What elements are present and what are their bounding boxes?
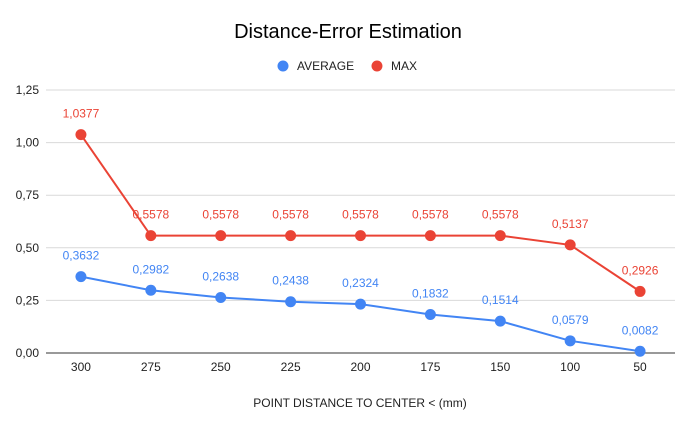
- data-label: 0,2982: [132, 262, 169, 276]
- data-point: [424, 230, 436, 242]
- data-point: [75, 129, 87, 141]
- x-tick-label: 225: [281, 360, 301, 374]
- data-label: 0,0082: [622, 323, 659, 337]
- data-point: [494, 315, 506, 327]
- y-tick-label: 1,25: [16, 83, 40, 97]
- data-point: [634, 345, 646, 357]
- data-point: [145, 284, 157, 296]
- y-tick-label: 0,75: [16, 188, 40, 202]
- x-axis-label: POINT DISTANCE TO CENTER < (mm): [253, 396, 466, 410]
- legend-item-average: AVERAGE: [277, 59, 354, 73]
- data-point: [564, 335, 576, 347]
- legend-label: AVERAGE: [297, 59, 354, 73]
- data-label: 0,5578: [342, 208, 379, 222]
- data-point: [285, 296, 297, 308]
- legend-item-max: MAX: [371, 59, 417, 73]
- series-layer: 0,3632 0,2982 0,2638 0,2438 0,2324 0,1832 0,15…: [63, 107, 659, 357]
- legend-label: MAX: [391, 59, 417, 73]
- y-axis-ticks: 0,00 0,25 0,50 0,75 1,00 1,25: [16, 83, 40, 360]
- legend-marker: [277, 60, 289, 72]
- x-tick-label: 100: [560, 360, 580, 374]
- data-label: 0,5578: [132, 208, 169, 222]
- gridlines: [46, 89, 675, 354]
- x-tick-label: 250: [211, 360, 231, 374]
- data-point: [564, 239, 576, 251]
- data-label: 0,2438: [272, 274, 309, 288]
- y-tick-label: 0,00: [16, 346, 40, 360]
- data-label: 0,2638: [202, 269, 239, 283]
- x-tick-label: 200: [350, 360, 370, 374]
- data-label: 0,2324: [342, 276, 379, 290]
- data-label: 0,5578: [272, 208, 309, 222]
- x-tick-label: 175: [420, 360, 440, 374]
- data-point: [285, 230, 297, 242]
- data-label: 0,2926: [622, 263, 659, 277]
- data-label: 1,0377: [63, 107, 100, 121]
- data-point: [424, 308, 436, 320]
- x-tick-label: 300: [71, 360, 91, 374]
- data-label: 0,5578: [202, 208, 239, 222]
- data-point: [494, 230, 506, 242]
- data-label: 0,5578: [482, 208, 519, 222]
- data-point: [634, 285, 646, 297]
- data-point: [215, 291, 227, 303]
- data-label: 0,3632: [63, 249, 100, 263]
- x-tick-label: 275: [141, 360, 161, 374]
- series-average: 0,3632 0,2982 0,2638 0,2438 0,2324 0,1832 0,15…: [63, 249, 659, 357]
- legend-marker: [371, 60, 383, 72]
- y-tick-label: 0,50: [16, 241, 40, 255]
- y-tick-label: 0,25: [16, 293, 40, 307]
- x-tick-label: 50: [633, 360, 647, 374]
- data-point: [355, 230, 366, 242]
- data-label: 0,5578: [412, 208, 449, 222]
- data-label: 0,1514: [482, 293, 519, 307]
- data-label: 0,0579: [552, 313, 589, 327]
- data-point: [75, 271, 87, 283]
- data-label: 0,5137: [552, 217, 589, 231]
- data-label: 0,1832: [412, 286, 449, 300]
- data-point: [355, 298, 366, 310]
- chart-title: Distance-Error Estimation: [234, 21, 462, 43]
- data-point: [145, 230, 157, 242]
- data-point: [215, 230, 227, 242]
- y-tick-label: 1,00: [16, 136, 40, 150]
- x-tick-label: 150: [490, 360, 510, 374]
- x-axis-ticks: 300 275 250 225 200 175 150 100 50: [71, 360, 647, 374]
- legend: AVERAGE MAX: [277, 59, 417, 73]
- series-max: 1,0377 0,5578 0,5578 0,5578 0,5578 0,5578 0,55…: [63, 107, 659, 297]
